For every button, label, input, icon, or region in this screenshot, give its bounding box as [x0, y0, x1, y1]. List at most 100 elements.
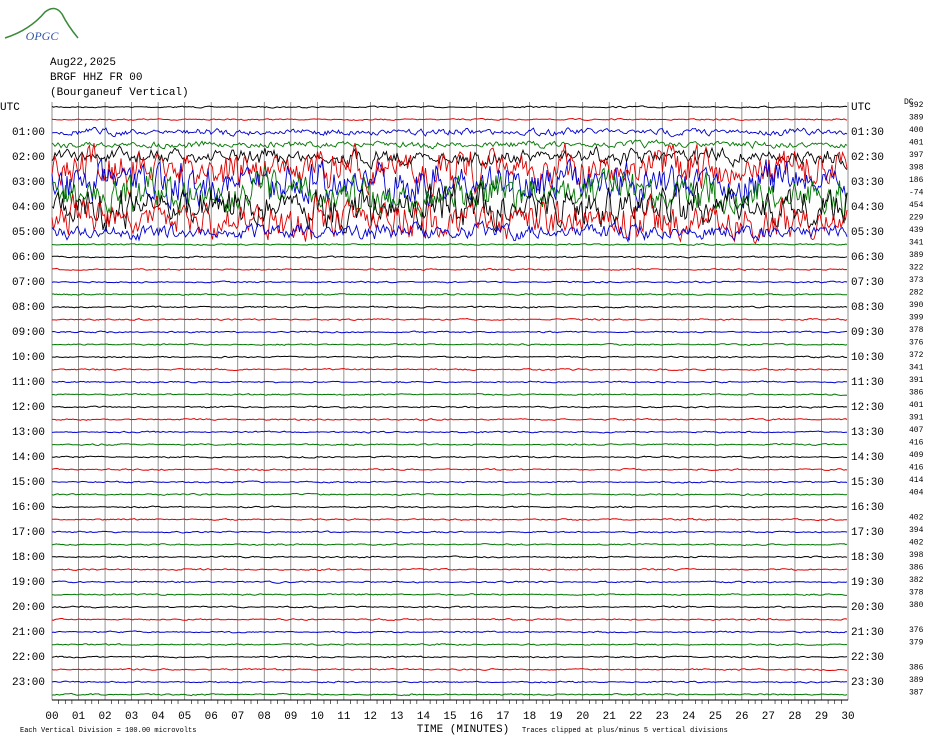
- right-time-label: 21:30: [851, 627, 884, 639]
- x-tick-label: 03: [125, 711, 138, 723]
- left-time-label: 13:00: [12, 427, 45, 439]
- trace: [51, 567, 848, 572]
- scale-value: 389: [909, 114, 924, 123]
- x-tick-label: 14: [417, 711, 431, 723]
- x-tick-label: 17: [496, 711, 509, 723]
- trace: [51, 165, 848, 222]
- left-time-label: 01:00: [12, 127, 45, 139]
- trace: [51, 181, 848, 234]
- trace: [51, 242, 848, 246]
- x-tick-label: 13: [390, 711, 403, 723]
- right-time-label: 03:30: [851, 177, 884, 189]
- trace: [51, 126, 848, 138]
- footer-division: Each Vertical Division = 100.00 microvol…: [20, 727, 196, 735]
- left-time-label: 05:00: [12, 227, 45, 239]
- trace: [51, 156, 848, 211]
- header-location: (Bourganeuf Vertical): [50, 87, 189, 99]
- labels: 00 01 02 03 04 05 06 07 08 09 10 11 12 13 14 15 16 17 18 19…: [0, 101, 924, 723]
- scale-value: 373: [909, 276, 924, 285]
- scale-value: 409: [909, 451, 924, 460]
- scale-value: 397: [909, 151, 924, 160]
- scale-value: 322: [909, 264, 924, 273]
- scale-value: 186: [909, 176, 924, 185]
- left-time-label: 19:00: [12, 577, 45, 589]
- left-time-label: 23:00: [12, 677, 45, 689]
- scale-value: 416: [909, 464, 924, 473]
- trace: [51, 105, 848, 109]
- trace: [51, 605, 848, 609]
- scale-header: DC: [904, 98, 914, 107]
- x-tick-label: 06: [205, 711, 218, 723]
- x-tick-label: 05: [178, 711, 191, 723]
- scale-value: 402: [909, 514, 924, 523]
- left-time-label: 18:00: [12, 552, 45, 564]
- left-time-label: 04:00: [12, 202, 45, 214]
- scale-value: 386: [909, 564, 924, 573]
- scale-value: 401: [909, 139, 924, 148]
- x-tick-label: 24: [682, 711, 696, 723]
- left-time-label: 10:00: [12, 352, 45, 364]
- x-tick-label: 02: [98, 711, 111, 723]
- right-time-label: 12:30: [851, 402, 884, 414]
- left-time-label: 17:00: [12, 527, 45, 539]
- right-time-label: 17:30: [851, 527, 884, 539]
- left-time-label: 02:00: [12, 152, 45, 164]
- trace: [52, 317, 848, 321]
- scale-value: 439: [909, 226, 924, 235]
- right-time-label: 02:30: [851, 152, 884, 164]
- scale-value: 389: [909, 676, 924, 685]
- trace: [51, 142, 848, 198]
- scale-value: 454: [909, 201, 924, 210]
- scale-value: 387: [909, 689, 924, 698]
- scale-value: 401: [909, 401, 924, 410]
- scale-value: 398: [909, 164, 924, 173]
- trace: [51, 145, 848, 171]
- trace: [51, 117, 848, 122]
- right-time-label: 15:30: [851, 477, 884, 489]
- scale-value: 416: [909, 439, 924, 448]
- trace: [51, 305, 848, 309]
- scale-value: 386: [909, 664, 924, 673]
- right-time-label: 18:30: [851, 552, 884, 564]
- trace: [51, 139, 848, 150]
- x-tick-label: 01: [72, 711, 86, 723]
- left-time-label: 03:00: [12, 177, 45, 189]
- trace: [52, 355, 848, 359]
- scale-value: 378: [909, 326, 924, 335]
- x-tick-label: 12: [364, 711, 377, 723]
- scale-value: 402: [909, 539, 924, 548]
- left-time-label: 22:00: [12, 652, 45, 664]
- left-time-label: 11:00: [12, 377, 45, 389]
- x-tick-label: 00: [45, 711, 58, 723]
- scale-value: 398: [909, 551, 924, 560]
- trace: [52, 480, 848, 484]
- x-tick-label: 23: [656, 711, 669, 723]
- scale-value: 391: [909, 414, 924, 423]
- trace: [51, 442, 848, 447]
- trace: [51, 518, 847, 522]
- trace: [51, 630, 847, 634]
- scale-value: 392: [909, 101, 924, 110]
- x-tick-label: 07: [231, 711, 244, 723]
- scale-value: 372: [909, 351, 924, 360]
- trace: [52, 555, 848, 559]
- scale-value: 414: [909, 476, 924, 485]
- scale-value: 341: [909, 239, 924, 248]
- scale-value: 404: [909, 489, 924, 498]
- x-tick-label: 10: [311, 711, 324, 723]
- header-date: Aug22,2025: [50, 57, 116, 69]
- x-tick-label: 28: [788, 711, 801, 723]
- x-tick-label: 21: [603, 711, 617, 723]
- right-time-label: 01:30: [851, 127, 884, 139]
- scale-value: 399: [909, 314, 924, 323]
- scale-value: 407: [909, 426, 924, 435]
- scale-value: 376: [909, 626, 924, 635]
- scale-value: 389: [909, 251, 924, 260]
- right-time-label: 23:30: [851, 677, 884, 689]
- scale-value: 341: [909, 364, 924, 373]
- trace: [51, 505, 848, 509]
- right-time-label: 13:30: [851, 427, 884, 439]
- left-time-label: 20:00: [12, 602, 45, 614]
- scale-value: 282: [909, 289, 924, 298]
